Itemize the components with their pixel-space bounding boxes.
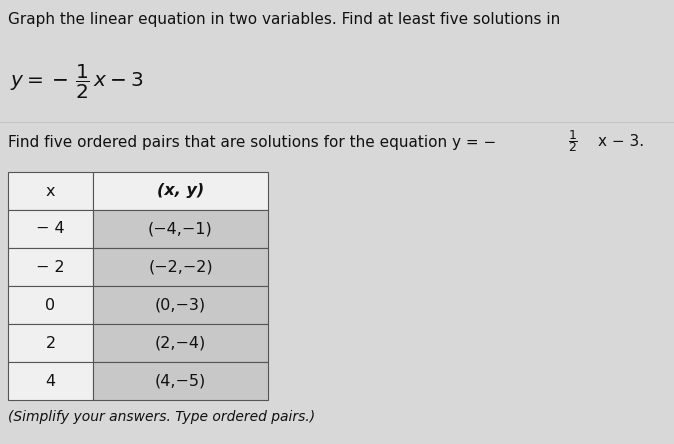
Text: x: x	[46, 183, 55, 198]
Text: (4,−5): (4,−5)	[155, 373, 206, 388]
Bar	[93, 248, 268, 286]
Bar	[8, 362, 93, 400]
Bar	[8, 248, 93, 286]
Text: 0: 0	[45, 297, 55, 313]
Bar	[8, 286, 93, 324]
Text: Find five ordered pairs that are solutions for the equation y = −: Find five ordered pairs that are solutio…	[8, 135, 496, 150]
Bar	[8, 324, 93, 362]
Text: $y = -\,\dfrac{1}{2}\,x - 3$: $y = -\,\dfrac{1}{2}\,x - 3$	[10, 63, 144, 101]
Text: $\dfrac{1}{2}$: $\dfrac{1}{2}$	[568, 128, 578, 154]
Bar	[8, 210, 93, 248]
Text: (0,−3): (0,−3)	[155, 297, 206, 313]
Text: x − 3.: x − 3.	[598, 135, 644, 150]
Bar	[8, 172, 93, 210]
Bar	[93, 324, 268, 362]
Text: 4: 4	[45, 373, 55, 388]
Text: Graph the linear equation in two variables. Find at least five solutions in: Graph the linear equation in two variabl…	[8, 12, 560, 27]
Bar	[93, 286, 268, 324]
Text: (x, y): (x, y)	[157, 183, 204, 198]
Bar	[93, 172, 268, 210]
Text: (2,−4): (2,−4)	[155, 336, 206, 350]
Bar	[93, 362, 268, 400]
Text: 2: 2	[45, 336, 55, 350]
Text: (Simplify your answers. Type ordered pairs.): (Simplify your answers. Type ordered pai…	[8, 410, 315, 424]
Text: (−4,−1): (−4,−1)	[148, 222, 213, 237]
Text: (−2,−2): (−2,−2)	[148, 259, 213, 274]
Text: − 4: − 4	[36, 222, 65, 237]
Text: − 2: − 2	[36, 259, 65, 274]
Bar	[93, 210, 268, 248]
